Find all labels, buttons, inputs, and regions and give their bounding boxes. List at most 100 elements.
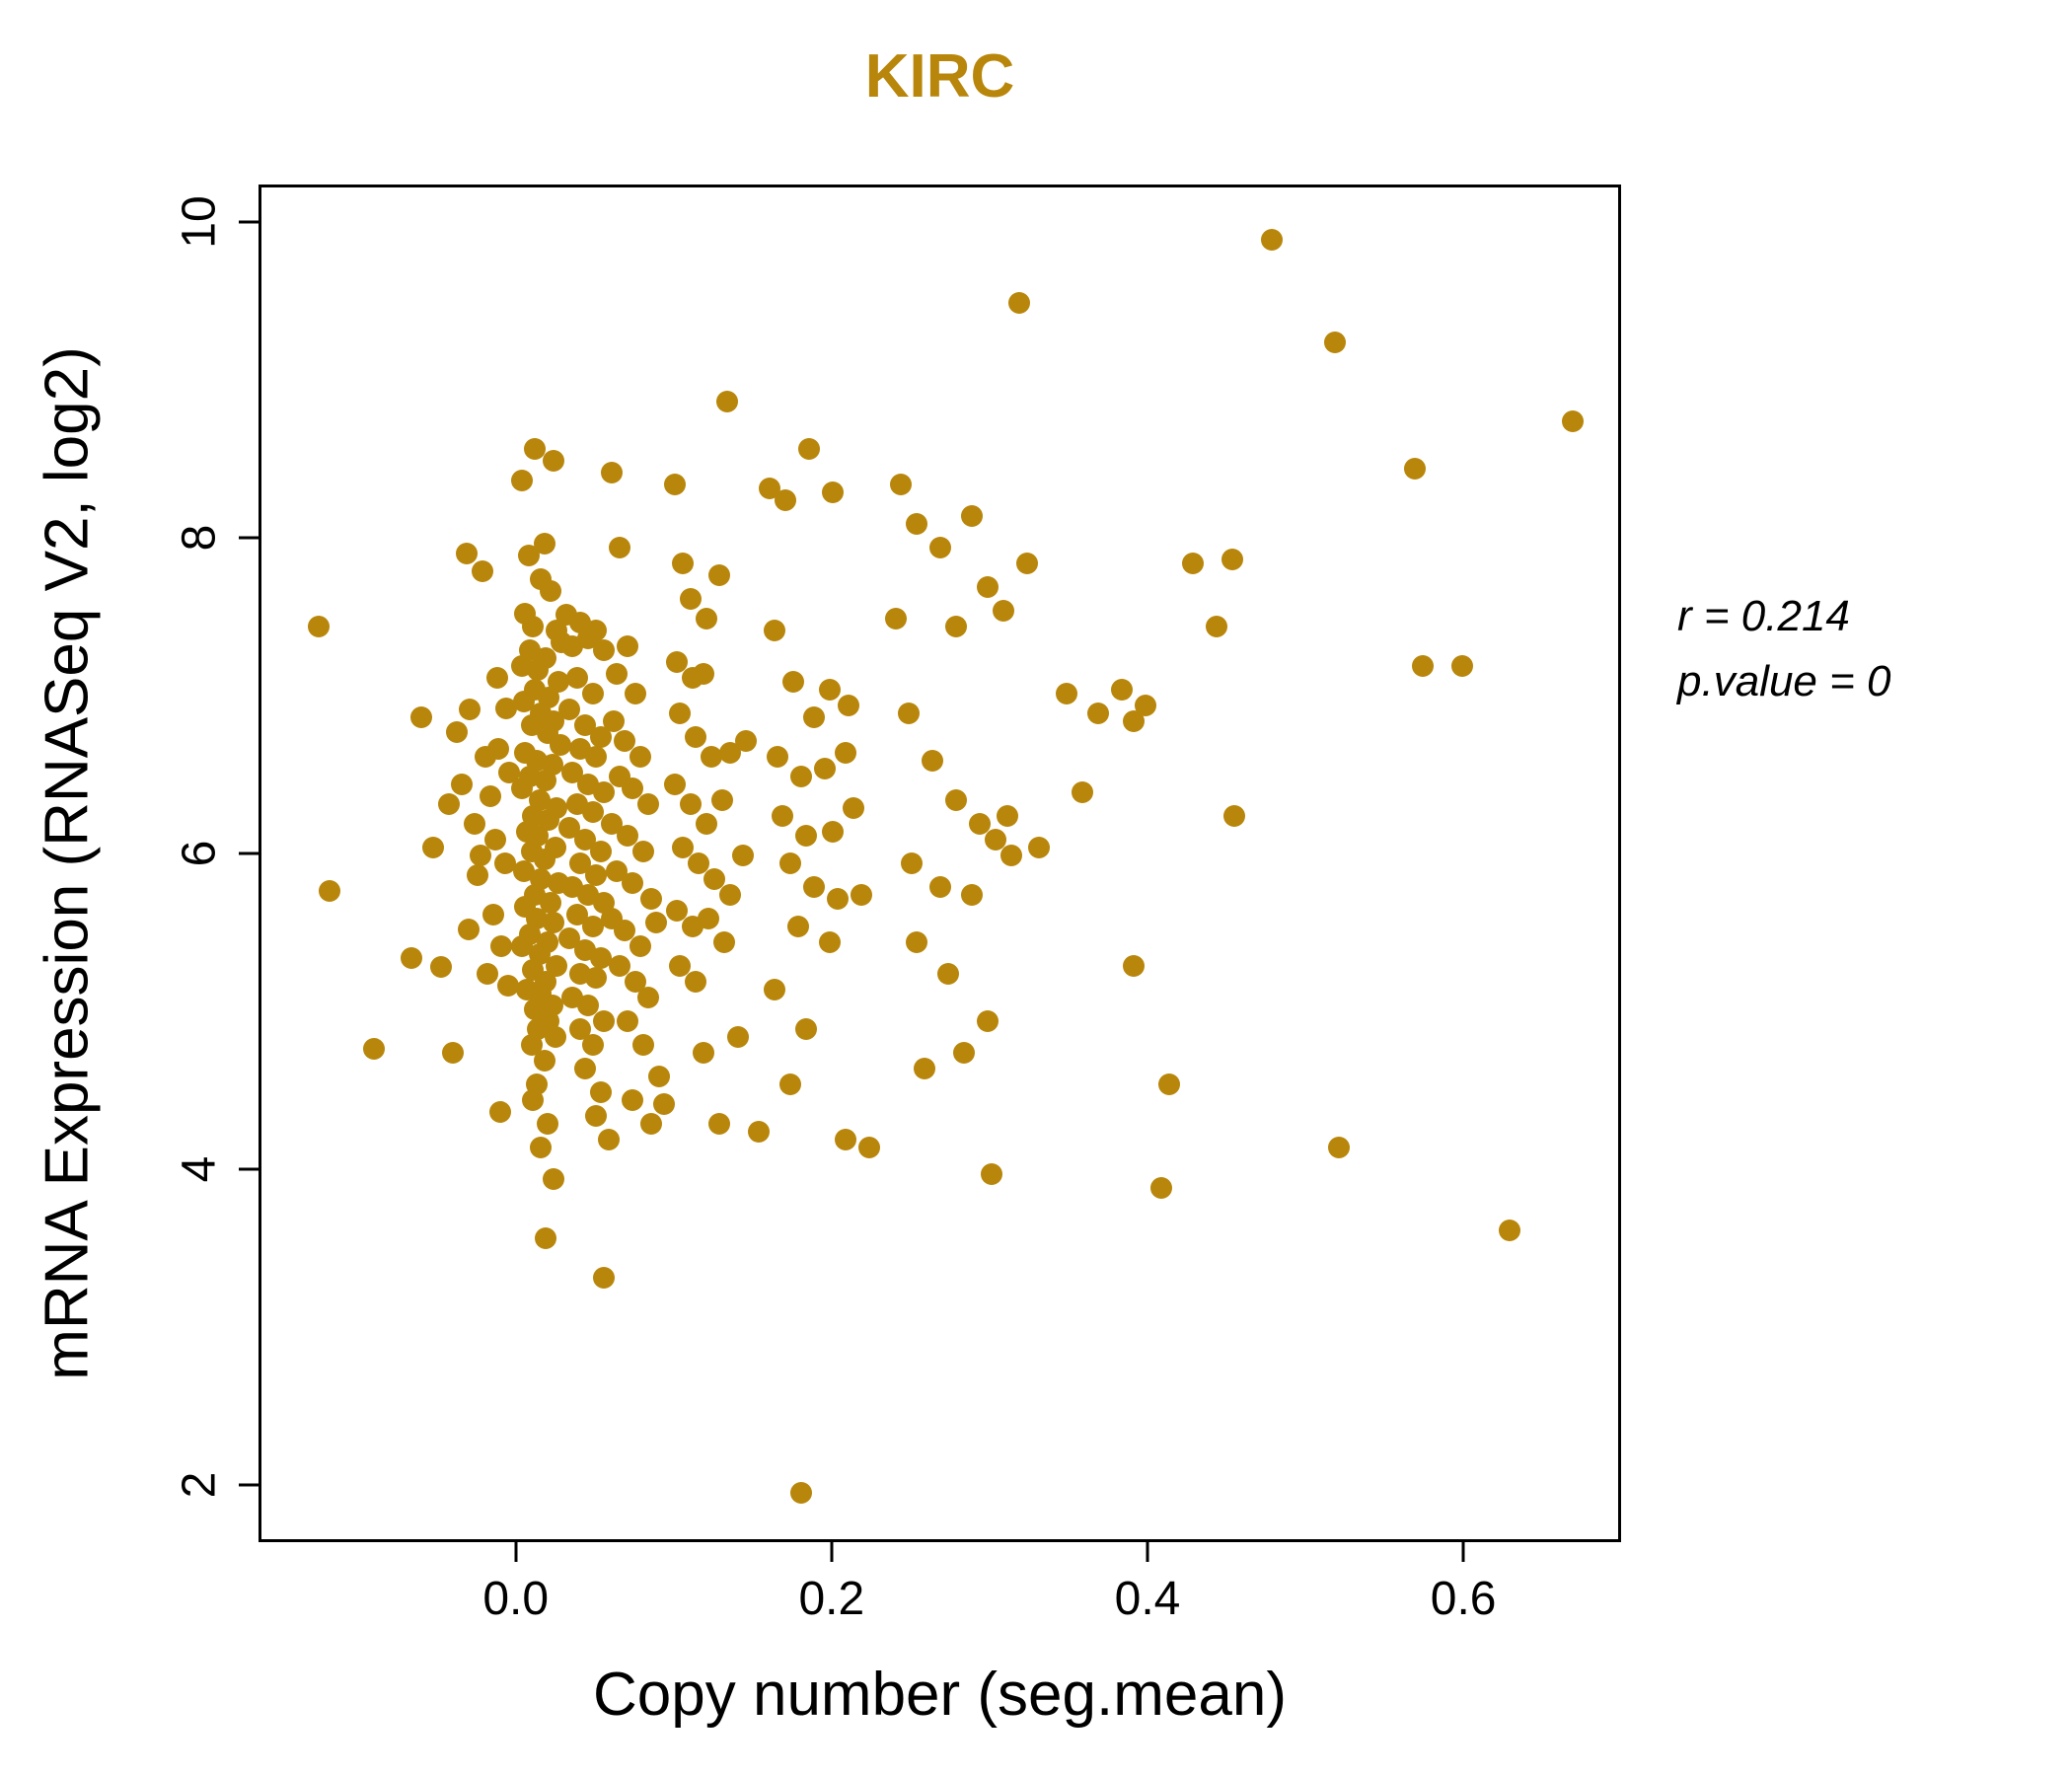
x-tick-label: 0.2	[798, 1573, 865, 1625]
scatter-point	[606, 859, 629, 882]
scatter-point	[585, 620, 608, 642]
scatter-point	[719, 883, 742, 906]
scatter-point	[669, 702, 692, 724]
scatter-point	[814, 757, 837, 779]
scatter-point	[457, 918, 480, 940]
y-tick-mark	[239, 536, 259, 540]
scatter-point	[775, 488, 797, 511]
scatter-point	[606, 662, 629, 685]
scatter-point	[996, 804, 1018, 827]
scatter-point	[598, 1128, 621, 1150]
scatter-point	[614, 730, 636, 753]
scatter-point	[362, 1038, 385, 1061]
scatter-point	[696, 607, 718, 629]
scatter-point	[1087, 702, 1110, 724]
scatter-point	[640, 1112, 663, 1135]
scatter-point	[485, 667, 508, 690]
scatter-point	[590, 1080, 613, 1103]
scatter-point	[901, 851, 924, 874]
scatter-point	[530, 1136, 553, 1158]
scatter-point	[441, 1041, 464, 1064]
scatter-point	[779, 1073, 802, 1095]
scatter-point	[672, 836, 695, 858]
scatter-point	[898, 702, 921, 724]
scatter-point	[685, 970, 707, 993]
scatter-point	[476, 962, 498, 985]
scatter-point	[713, 930, 735, 953]
scatter-point	[493, 851, 516, 874]
scatter-point	[409, 706, 432, 729]
scatter-point	[517, 544, 540, 566]
scatter-point	[527, 659, 550, 682]
scatter-point	[906, 512, 928, 535]
scatter-point	[693, 1041, 715, 1064]
x-tick-label: 0.0	[482, 1573, 550, 1625]
scatter-point	[748, 1120, 771, 1143]
scatter-point	[617, 1009, 639, 1032]
scatter-point	[1150, 1177, 1173, 1200]
scatter-point	[582, 683, 605, 705]
scatter-point	[1498, 1220, 1520, 1242]
scatter-point	[653, 1093, 676, 1116]
scatter-point	[520, 1033, 543, 1056]
scatter-point	[629, 935, 652, 958]
scatter-point	[922, 749, 944, 772]
scatter-point	[790, 765, 813, 787]
y-tick-label: 10	[173, 195, 226, 249]
scatter-point	[665, 651, 688, 674]
scatter-point	[969, 812, 992, 835]
scatter-point	[858, 1136, 881, 1158]
scatter-point	[512, 859, 535, 882]
scatter-point	[977, 1009, 999, 1032]
scatter-point	[539, 580, 561, 603]
scatter-point	[1411, 654, 1434, 677]
y-tick-label: 4	[173, 1155, 226, 1183]
scatter-point	[593, 780, 616, 803]
scatter-point	[1027, 836, 1050, 858]
scatter-point	[693, 662, 715, 685]
x-tick-mark	[830, 1542, 834, 1562]
scatter-point	[622, 1088, 644, 1111]
annotation-r-value: r = 0.214	[1677, 592, 1850, 640]
scatter-point	[851, 883, 873, 906]
scatter-point	[464, 812, 486, 835]
scatter-point	[558, 699, 581, 721]
scatter-point	[664, 473, 687, 495]
scatter-point	[593, 638, 616, 661]
scatter-point	[582, 1033, 605, 1056]
scatter-point	[1072, 780, 1094, 803]
x-tick-mark	[1146, 1542, 1149, 1562]
scatter-point	[430, 956, 453, 979]
scatter-point	[764, 620, 786, 642]
scatter-point	[980, 1162, 1002, 1185]
scatter-point	[637, 793, 660, 816]
scatter-point	[708, 564, 731, 587]
scatter-point	[914, 1057, 936, 1079]
scatter-point	[533, 1049, 555, 1072]
scatter-point	[1056, 683, 1078, 705]
scatter-point	[590, 841, 613, 863]
scatter-point	[438, 793, 461, 816]
scatter-point	[535, 1227, 557, 1250]
scatter-point	[622, 777, 644, 800]
scatter-point	[697, 907, 719, 929]
scatter-point	[446, 720, 469, 743]
scatter-point	[632, 841, 655, 863]
scatter-point	[953, 1041, 976, 1064]
scatter-point	[590, 725, 613, 748]
scatter-point	[685, 725, 707, 748]
y-tick-label: 6	[173, 840, 226, 867]
scatter-point	[467, 864, 489, 887]
scatter-point	[843, 796, 865, 819]
scatter-point	[782, 670, 805, 693]
scatter-point	[422, 836, 445, 858]
scatter-point	[543, 449, 565, 472]
scatter-point	[929, 536, 952, 558]
x-tick-label: 0.6	[1430, 1573, 1497, 1625]
scatter-point	[961, 504, 984, 527]
scatter-point	[680, 793, 703, 816]
scatter-point	[1122, 709, 1145, 732]
scatter-point	[496, 975, 519, 998]
scatter-point	[622, 872, 644, 895]
